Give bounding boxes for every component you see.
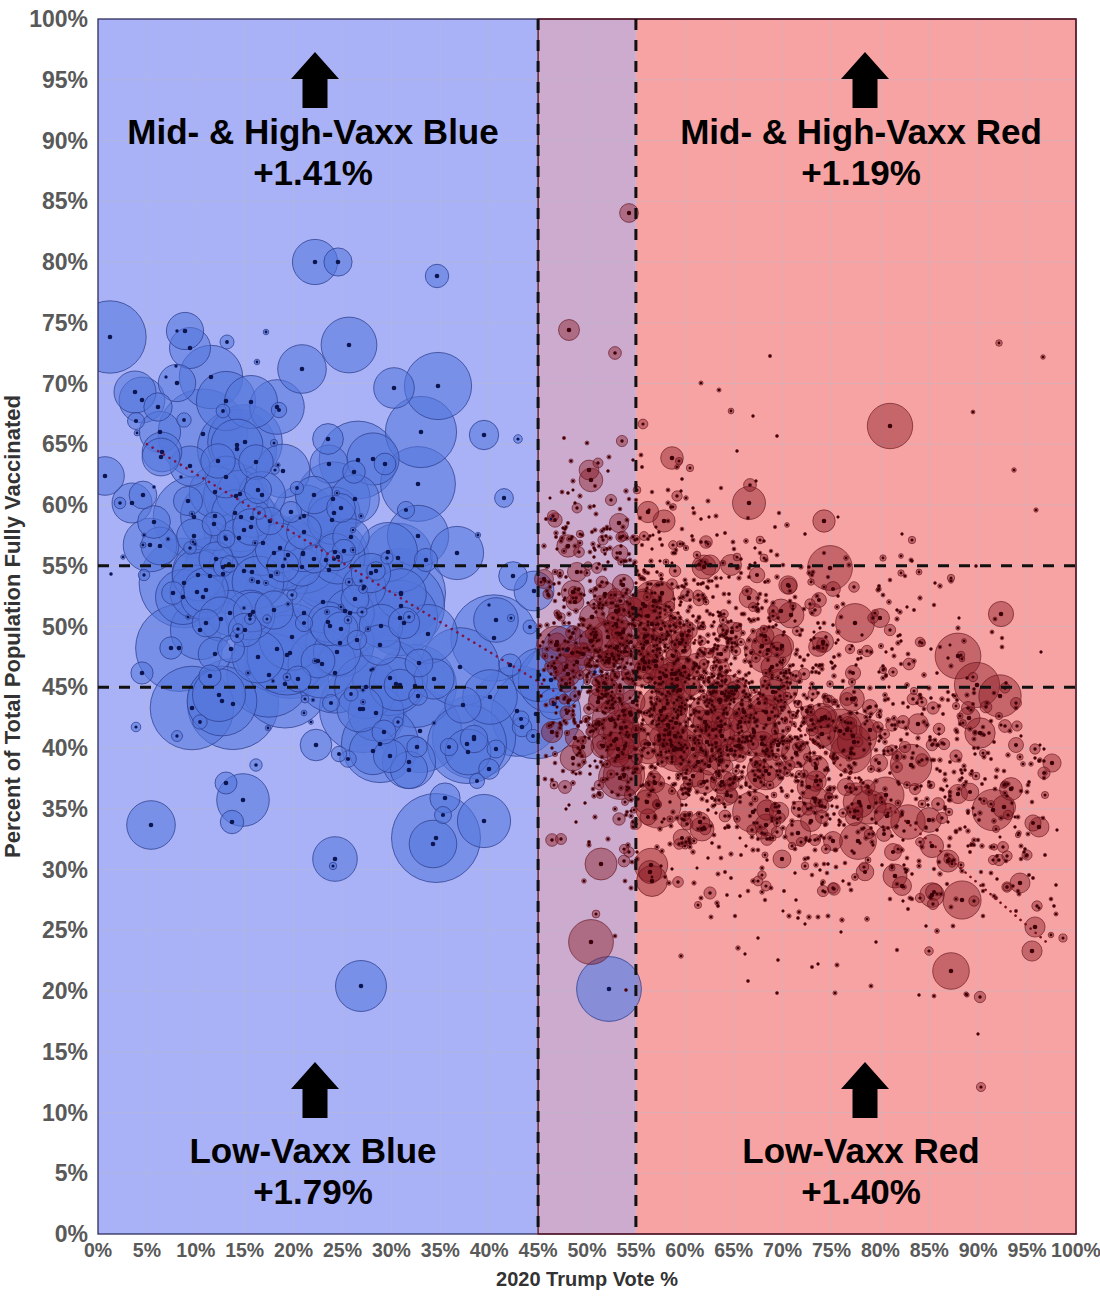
svg-text:15%: 15% bbox=[42, 1039, 88, 1065]
svg-text:10%: 10% bbox=[42, 1100, 88, 1126]
svg-text:5%: 5% bbox=[55, 1160, 88, 1186]
svg-text:90%: 90% bbox=[42, 128, 88, 154]
svg-text:95%: 95% bbox=[42, 67, 88, 93]
svg-text:65%: 65% bbox=[42, 431, 88, 457]
svg-text:70%: 70% bbox=[42, 371, 88, 397]
svg-text:80%: 80% bbox=[861, 1239, 900, 1261]
svg-text:100%: 100% bbox=[29, 6, 88, 32]
svg-text:20%: 20% bbox=[42, 978, 88, 1004]
svg-text:5%: 5% bbox=[133, 1239, 161, 1261]
svg-text:0%: 0% bbox=[84, 1239, 112, 1261]
svg-text:+1.79%: +1.79% bbox=[253, 1172, 373, 1211]
svg-text:+1.41%: +1.41% bbox=[253, 153, 373, 192]
svg-text:Mid- & High-Vaxx Red: Mid- & High-Vaxx Red bbox=[680, 112, 1042, 151]
svg-text:40%: 40% bbox=[42, 735, 88, 761]
svg-text:30%: 30% bbox=[42, 857, 88, 883]
svg-text:80%: 80% bbox=[42, 249, 88, 275]
svg-text:15%: 15% bbox=[225, 1239, 264, 1261]
svg-text:95%: 95% bbox=[1008, 1239, 1047, 1261]
svg-text:20%: 20% bbox=[274, 1239, 313, 1261]
svg-text:35%: 35% bbox=[42, 796, 88, 822]
svg-text:100%: 100% bbox=[1051, 1239, 1100, 1261]
svg-text:50%: 50% bbox=[42, 614, 88, 640]
svg-text:+1.40%: +1.40% bbox=[801, 1172, 921, 1211]
svg-text:45%: 45% bbox=[42, 674, 88, 700]
svg-text:55%: 55% bbox=[616, 1239, 655, 1261]
svg-text:85%: 85% bbox=[910, 1239, 949, 1261]
svg-text:30%: 30% bbox=[372, 1239, 411, 1261]
svg-text:90%: 90% bbox=[959, 1239, 998, 1261]
svg-text:Low-Vaxx Blue: Low-Vaxx Blue bbox=[189, 1131, 436, 1170]
svg-text:2020 Trump Vote %: 2020 Trump Vote % bbox=[496, 1268, 678, 1290]
svg-text:40%: 40% bbox=[470, 1239, 509, 1261]
svg-text:60%: 60% bbox=[665, 1239, 704, 1261]
svg-text:85%: 85% bbox=[42, 188, 88, 214]
svg-text:70%: 70% bbox=[763, 1239, 802, 1261]
svg-text:10%: 10% bbox=[176, 1239, 215, 1261]
svg-text:75%: 75% bbox=[42, 310, 88, 336]
svg-text:+1.19%: +1.19% bbox=[801, 153, 921, 192]
svg-text:75%: 75% bbox=[812, 1239, 851, 1261]
svg-text:60%: 60% bbox=[42, 492, 88, 518]
svg-text:Percent of Total Population Fu: Percent of Total Population Fully Vaccin… bbox=[0, 395, 25, 858]
svg-text:25%: 25% bbox=[42, 917, 88, 943]
svg-text:Low-Vaxx Red: Low-Vaxx Red bbox=[742, 1131, 979, 1170]
svg-text:Mid- & High-Vaxx Blue: Mid- & High-Vaxx Blue bbox=[127, 112, 498, 151]
svg-text:55%: 55% bbox=[42, 553, 88, 579]
svg-text:50%: 50% bbox=[567, 1239, 606, 1261]
svg-text:0%: 0% bbox=[55, 1221, 88, 1247]
svg-text:25%: 25% bbox=[323, 1239, 362, 1261]
svg-text:45%: 45% bbox=[519, 1239, 558, 1261]
svg-text:65%: 65% bbox=[714, 1239, 753, 1261]
svg-text:35%: 35% bbox=[421, 1239, 460, 1261]
